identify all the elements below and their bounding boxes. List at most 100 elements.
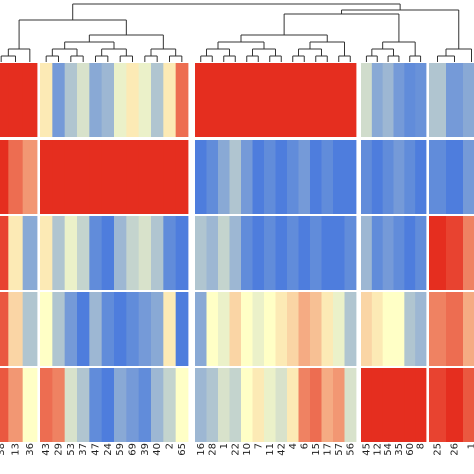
heatmap-cell: [0, 292, 9, 366]
column-label: 60: [405, 443, 416, 456]
heatmap-cell: [175, 140, 189, 214]
heatmap-cell: [195, 63, 207, 137]
heatmap-cell: [252, 63, 265, 137]
heatmap-cell: [8, 140, 24, 214]
heatmap-cell: [344, 140, 357, 214]
heatmap-cell: [206, 216, 219, 290]
heatmap-cell: [163, 140, 177, 214]
heatmap-cell: [415, 368, 427, 442]
column-label: 53: [66, 443, 77, 456]
heatmap-cell: [8, 63, 24, 137]
heatmap-cell: [126, 63, 140, 137]
heatmap-cell: [0, 140, 9, 214]
column-label: 35: [394, 443, 405, 456]
heatmap-cell: [264, 140, 276, 214]
column-label: 11: [265, 443, 276, 456]
heatmap-cell: [175, 63, 189, 137]
heatmap-cell: [463, 292, 474, 366]
heatmap-cell: [429, 140, 447, 214]
heatmap-cell: [40, 292, 53, 366]
heatmap-cell: [175, 292, 189, 366]
heatmap-cell: [287, 292, 299, 366]
heatmap-cell: [252, 368, 265, 442]
heatmap-cell: [151, 216, 164, 290]
heatmap-cell: [114, 368, 127, 442]
heatmap-cell: [333, 368, 345, 442]
heatmap-cell: [40, 140, 53, 214]
heatmap-cell: [361, 216, 373, 290]
heatmap-cell: [287, 368, 299, 442]
heatmap-cell: [252, 140, 265, 214]
heatmap-cell: [264, 63, 276, 137]
heatmap-cell: [429, 368, 447, 442]
heatmap-cell: [310, 140, 322, 214]
heatmap-cell: [429, 292, 447, 366]
heatmap-cell: [77, 216, 90, 290]
column-label: 29: [54, 443, 65, 456]
heatmap-cell: [446, 140, 464, 214]
heatmap-cell: [298, 140, 311, 214]
heatmap-cell: [64, 292, 78, 366]
heatmap-cell: [382, 368, 394, 442]
heatmap-cells: [0, 63, 474, 442]
heatmap-cell: [52, 292, 66, 366]
column-label: 10: [242, 443, 253, 456]
heatmap-cell: [321, 216, 334, 290]
heatmap-cell: [287, 140, 299, 214]
heatmap-cell: [0, 216, 9, 290]
heatmap-cell: [163, 292, 177, 366]
heatmap-cell: [8, 216, 24, 290]
heatmap-cell: [89, 292, 103, 366]
heatmap-cell: [126, 368, 140, 442]
heatmap-cell: [287, 216, 299, 290]
heatmap-cell: [446, 368, 464, 442]
column-label: 36: [25, 443, 36, 456]
heatmap-cell: [229, 216, 242, 290]
heatmap-cell: [298, 216, 311, 290]
heatmap-cell: [195, 292, 207, 366]
heatmap-cell: [89, 140, 103, 214]
heatmap-cell: [138, 63, 152, 137]
heatmap-cell: [77, 368, 90, 442]
heatmap-cell: [264, 292, 276, 366]
heatmap-cell: [310, 368, 322, 442]
heatmap-cell: [195, 216, 207, 290]
column-label: 13: [11, 443, 22, 456]
heatmap-cell: [101, 216, 115, 290]
heatmap-cell: [77, 292, 90, 366]
heatmap-cell: [275, 63, 288, 137]
heatmap-cell: [275, 140, 288, 214]
column-label: 4: [288, 443, 299, 449]
heatmap-cell: [64, 63, 78, 137]
heatmap-cell: [321, 292, 334, 366]
heatmap-cell: [393, 140, 405, 214]
heatmap-cell: [371, 216, 384, 290]
column-label: 39: [140, 443, 151, 456]
heatmap-cell: [344, 63, 357, 137]
heatmap-cell: [298, 368, 311, 442]
column-label: 26: [450, 443, 461, 456]
column-label: 7: [253, 443, 264, 449]
heatmap-cell: [415, 292, 427, 366]
column-label: 1: [467, 443, 474, 449]
heatmap-cell: [218, 368, 230, 442]
heatmap-cell: [52, 368, 66, 442]
heatmap-cell: [64, 216, 78, 290]
column-label: 38: [0, 443, 7, 456]
heatmap-cell: [151, 368, 164, 442]
heatmap-cell: [64, 140, 78, 214]
heatmap-cell: [252, 216, 265, 290]
column-dendrogram: [0, 3, 472, 62]
heatmap-cell: [382, 216, 394, 290]
heatmap-cell: [429, 216, 447, 290]
heatmap-cell: [446, 216, 464, 290]
heatmap-cell: [404, 63, 416, 137]
heatmap-cell: [393, 292, 405, 366]
heatmap-cell: [0, 368, 9, 442]
column-label: 25: [433, 443, 444, 456]
heatmap-cell: [151, 140, 164, 214]
heatmap-cell: [404, 368, 416, 442]
column-label: 12: [372, 443, 383, 456]
heatmap-cell: [8, 368, 24, 442]
column-label: 1: [219, 443, 230, 449]
